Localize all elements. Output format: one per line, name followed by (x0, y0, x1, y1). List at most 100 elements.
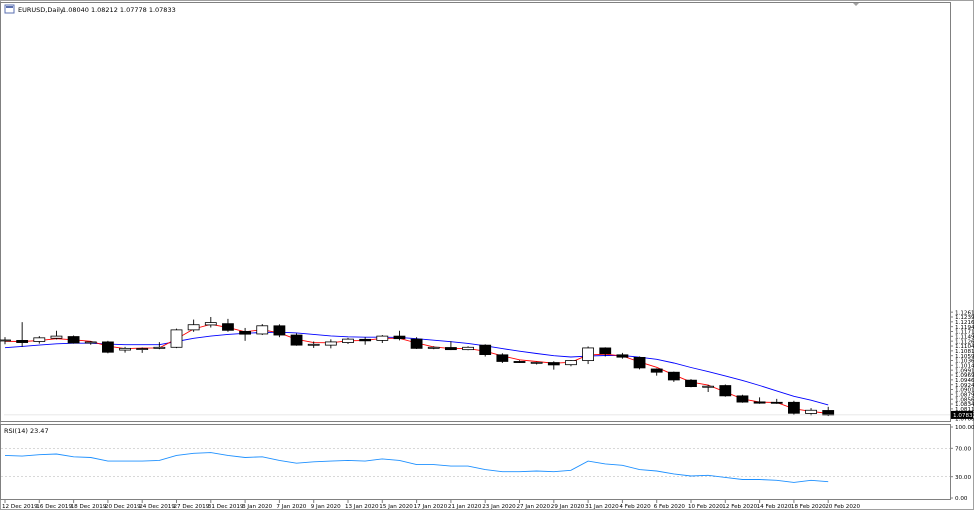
candle[interactable] (67, 335, 80, 344)
candle[interactable] (324, 339, 337, 349)
candle[interactable] (16, 322, 29, 347)
time-tick-label: 12 Feb 2020 (722, 504, 757, 510)
candle[interactable] (650, 368, 663, 376)
candle-body-bear (753, 401, 766, 404)
candle[interactable] (33, 336, 46, 344)
candle[interactable] (530, 361, 543, 365)
price-tick-label: 1.11265 (955, 339, 974, 345)
rsi-tick-label: 30.00 (955, 475, 971, 481)
candle[interactable] (633, 356, 646, 370)
candle[interactable] (376, 335, 389, 343)
candle[interactable] (222, 318, 234, 332)
price-panel-border (0, 2, 951, 422)
candle-body-bull (376, 335, 389, 341)
candle[interactable] (290, 333, 303, 346)
candle[interactable] (239, 327, 252, 341)
price-tick-label: 1.10365 (955, 359, 974, 365)
candle[interactable] (410, 337, 423, 350)
price-tick-label: 1.10815 (955, 349, 974, 355)
candle[interactable] (187, 319, 200, 332)
price-tick-label: 1.11715 (955, 330, 974, 336)
rsi-panel-border (0, 424, 951, 500)
candle[interactable] (547, 361, 560, 370)
candle-body-bear (16, 340, 29, 343)
candle[interactable] (256, 324, 269, 336)
price-tick-label: 1.09915 (955, 368, 974, 374)
candle-body-bear (444, 347, 457, 351)
candle[interactable] (788, 400, 800, 415)
price-tick-label: 1.12615 (955, 310, 974, 316)
candle[interactable] (513, 360, 526, 363)
time-tick-label: 4 Feb 2020 (619, 504, 651, 510)
time-tick-label: 3 Jan 2020 (242, 504, 272, 510)
candle[interactable] (565, 360, 577, 367)
price-tick-label: 1.11040 (955, 344, 974, 350)
candle-body-bull (256, 325, 269, 335)
candle[interactable] (805, 408, 817, 416)
candle[interactable] (444, 341, 457, 351)
candle[interactable] (50, 330, 63, 340)
candle[interactable] (427, 346, 440, 350)
candle[interactable] (204, 316, 217, 328)
symbol-label: EURUSD,Daily (18, 6, 64, 14)
candle-body-bear (479, 344, 492, 355)
price-tick-label: 1.10590 (955, 354, 974, 360)
candle[interactable] (479, 344, 492, 357)
candle[interactable] (753, 397, 766, 404)
candle[interactable] (136, 347, 149, 353)
candle[interactable] (719, 384, 732, 397)
candle[interactable] (342, 337, 354, 345)
candle-body-bull (0, 339, 11, 342)
time-tick-label: 27 Dec 2019 (174, 504, 210, 510)
candle[interactable] (170, 328, 183, 349)
candle[interactable] (462, 346, 474, 351)
price-tick-label: 1.08115 (955, 407, 974, 413)
candle[interactable] (685, 379, 697, 388)
candle-body-bull (530, 361, 543, 364)
candle[interactable] (153, 342, 166, 350)
candle-body-bull (462, 346, 474, 351)
candle-body-bear (273, 325, 286, 336)
price-tick-label: 1.11490 (955, 335, 974, 341)
time-tick-label: 17 Jan 2020 (414, 504, 448, 510)
candle[interactable] (616, 352, 629, 359)
candle-body-bull (84, 341, 97, 344)
price-tick-label: 1.08790 (955, 393, 974, 399)
candle[interactable] (359, 337, 372, 345)
candle[interactable] (119, 346, 131, 353)
time-tick-label: 12 Dec 2019 (2, 504, 38, 510)
candle-body-bull (136, 348, 149, 350)
candle-body-bull (153, 346, 166, 349)
candle[interactable] (102, 340, 114, 354)
time-tick-label: 18 Dec 2019 (71, 504, 107, 510)
candle-body-bear (410, 338, 423, 349)
candle[interactable] (496, 353, 509, 363)
candle-body-bear (222, 323, 234, 331)
current-price-tag (951, 410, 973, 419)
time-tick-label: 15 Jan 2020 (379, 504, 413, 510)
candle[interactable] (599, 347, 612, 357)
candle[interactable] (702, 384, 715, 392)
candle-body-bull (324, 341, 337, 346)
price-tick-label: 1.09465 (955, 378, 974, 384)
candle[interactable] (770, 398, 783, 404)
candle[interactable] (273, 324, 286, 338)
candle-body-bear (67, 336, 80, 344)
time-tick-label: 13 Jan 2020 (345, 504, 379, 510)
candle[interactable] (736, 394, 749, 403)
candle[interactable] (307, 341, 320, 348)
time-tick-label: 20 Dec 2019 (105, 504, 141, 510)
candle[interactable] (667, 371, 680, 382)
candle-body-bear (736, 395, 749, 403)
candle-body-bull (427, 346, 440, 349)
candle-body-bull (119, 347, 131, 351)
candle[interactable] (84, 341, 97, 345)
candle[interactable] (582, 346, 594, 365)
candle[interactable] (0, 337, 11, 345)
candle-body-bull (33, 337, 46, 342)
time-tick-label: 29 Jan 2020 (551, 504, 585, 510)
candle-body-bear (788, 401, 800, 414)
candle[interactable] (393, 330, 406, 341)
